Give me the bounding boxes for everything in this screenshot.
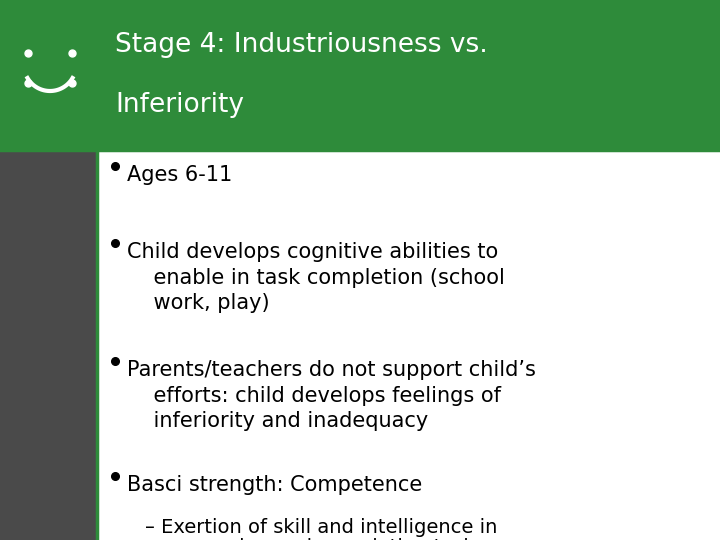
Text: Stage 4: Industriousness vs.: Stage 4: Industriousness vs. bbox=[115, 32, 487, 58]
Bar bbox=[0, 0, 720, 150]
Text: Child develops cognitive abilities to
    enable in task completion (school
    : Child develops cognitive abilities to en… bbox=[127, 242, 505, 313]
Text: pursuing and completing tasks: pursuing and completing tasks bbox=[159, 538, 485, 540]
Text: Parents/teachers do not support child’s
    efforts: child develops feelings of
: Parents/teachers do not support child’s … bbox=[127, 360, 536, 431]
Text: – Exertion of skill and intelligence in: – Exertion of skill and intelligence in bbox=[145, 518, 498, 537]
Bar bbox=[97, 150, 720, 540]
Text: Inferiority: Inferiority bbox=[115, 92, 244, 118]
Bar bbox=[0, 150, 97, 540]
Text: Basci strength: Competence: Basci strength: Competence bbox=[127, 475, 422, 495]
Text: Ages 6-11: Ages 6-11 bbox=[127, 165, 233, 185]
